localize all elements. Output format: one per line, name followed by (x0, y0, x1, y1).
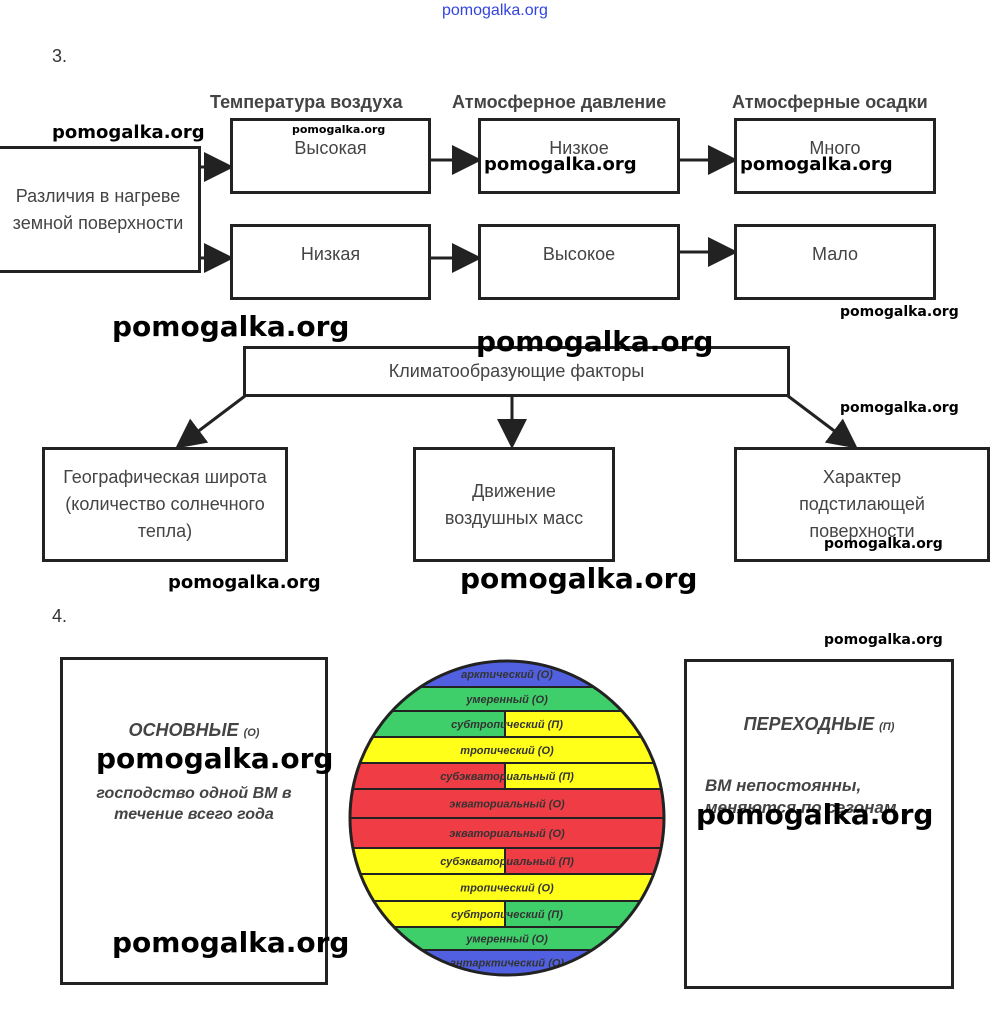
zone-left-fill (350, 818, 505, 848)
transitional-mark: (П) (879, 721, 895, 733)
header-precipitation: Атмосферные осадки (732, 92, 928, 112)
factor-air-masses: Движение воздушных масс (413, 447, 615, 562)
zone-band: тропический (О) (350, 736, 664, 763)
zone-band: экваториальный (О) (350, 788, 664, 818)
task-4-number: 4. (52, 606, 68, 626)
arrow (175, 394, 246, 449)
zone-band: субэкваториальный (П) (350, 847, 664, 874)
zone-label: субэкваториальный (П) (440, 771, 574, 783)
zone-band: экваториальный (О) (350, 817, 664, 848)
zone-band: субтропический (П) (350, 900, 664, 927)
watermark: pomogalka.org (112, 926, 350, 959)
zone-label: антарктический (О) (450, 958, 565, 970)
globe-outline (348, 659, 666, 977)
watermark: pomogalka.org (824, 632, 943, 648)
zone-right-fill (505, 789, 664, 818)
zone-band: тропический (О) (350, 873, 664, 901)
source-box: Различия в нагреве земной поверхности (0, 146, 201, 273)
zone-label: субэкваториальный (П) (440, 856, 574, 868)
zone-left-fill (350, 789, 505, 818)
transitional-title: ПЕРЕХОДНЫЕ (743, 714, 875, 734)
watermark: pomogalka.org (840, 400, 959, 416)
zone-band: антарктический (О) (350, 949, 664, 975)
zone-band: умеренный (О) (350, 926, 664, 950)
zone-label: экваториальный (О) (449, 828, 565, 840)
zone-right-fill (505, 818, 664, 848)
zone-label: субтропический (П) (451, 719, 563, 731)
basic-title: ОСНОВНЫЕ (128, 720, 239, 740)
zone-label: арктический (О) (461, 669, 553, 681)
climate-factors-box: Климатообразующие факторы (243, 346, 790, 397)
zone-label: тропический (О) (460, 883, 554, 895)
watermark: pomogalka.org (52, 122, 205, 143)
zone-right-fill (505, 737, 664, 763)
basic-mark: (О) (243, 727, 260, 739)
basic-text: господство одной ВМ в течение всего года (96, 785, 292, 823)
watermark: pomogalka.org (460, 562, 698, 595)
watermark: pomogalka.org (292, 123, 386, 136)
pressure-high: Высокое (478, 224, 680, 300)
basic-zones-box: ОСНОВНЫЕ (О) господство одной ВМ в течен… (60, 657, 328, 985)
transitional-text: ВМ непостоянны, меняются по сезонам (705, 776, 897, 817)
watermark: pomogalka.org (476, 325, 714, 358)
watermark: pomogalka.org (740, 154, 893, 175)
zone-left-fill (350, 848, 505, 874)
pressure-low: Низкое (478, 118, 680, 194)
watermark: pomogalka.org (696, 798, 934, 831)
zone-label: тропический (О) (460, 745, 554, 757)
zone-label: умеренный (О) (465, 694, 548, 706)
zone-label: экваториальный (О) (449, 799, 565, 811)
header-temperature: Температура воздуха (210, 92, 403, 112)
watermark: pomogalka.org (112, 310, 350, 343)
task-3-number: 3. (52, 46, 68, 66)
temp-low: Низкая (230, 224, 431, 300)
zone-left-fill (350, 737, 505, 763)
zone-band: арктический (О) (350, 661, 664, 687)
site-header[interactable]: pomogalka.org (442, 2, 548, 19)
zone-left-fill (350, 763, 505, 789)
zone-left-fill (350, 874, 505, 901)
watermark: pomogalka.org (824, 536, 943, 552)
precip-little: Мало (734, 224, 936, 300)
precip-much: Много (734, 118, 936, 194)
zone-right-fill (505, 848, 664, 874)
watermark: pomogalka.org (96, 742, 334, 775)
factor-surface: Характер подстилающей поверхности (734, 447, 990, 562)
zone-band: субтропический (П) (350, 710, 664, 737)
factor-latitude: Географическая широта (количество солнеч… (42, 447, 288, 562)
zone-right-fill (505, 763, 664, 789)
zone-right-fill (505, 874, 664, 901)
transitional-zones-box: ПЕРЕХОДНЫЕ (П) ВМ непостоянны, меняются … (684, 659, 954, 989)
zone-band: субэкваториальный (П) (350, 762, 664, 789)
zone-label: умеренный (О) (465, 934, 548, 946)
zone-label: субтропический (П) (451, 909, 563, 921)
arrow (787, 394, 858, 449)
temp-high: Высокая (230, 118, 431, 194)
watermark: pomogalka.org (484, 154, 637, 175)
watermark: pomogalka.org (840, 304, 959, 320)
header-pressure: Атмосферное давление (452, 92, 667, 112)
watermark: pomogalka.org (168, 572, 321, 593)
